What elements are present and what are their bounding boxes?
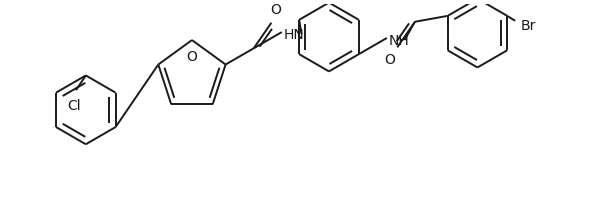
Text: Cl: Cl (67, 99, 81, 113)
Text: O: O (270, 3, 281, 17)
Text: HN: HN (284, 28, 304, 42)
Text: Br: Br (521, 19, 537, 33)
Text: O: O (384, 53, 395, 67)
Text: NH: NH (389, 34, 410, 48)
Text: O: O (186, 50, 197, 64)
